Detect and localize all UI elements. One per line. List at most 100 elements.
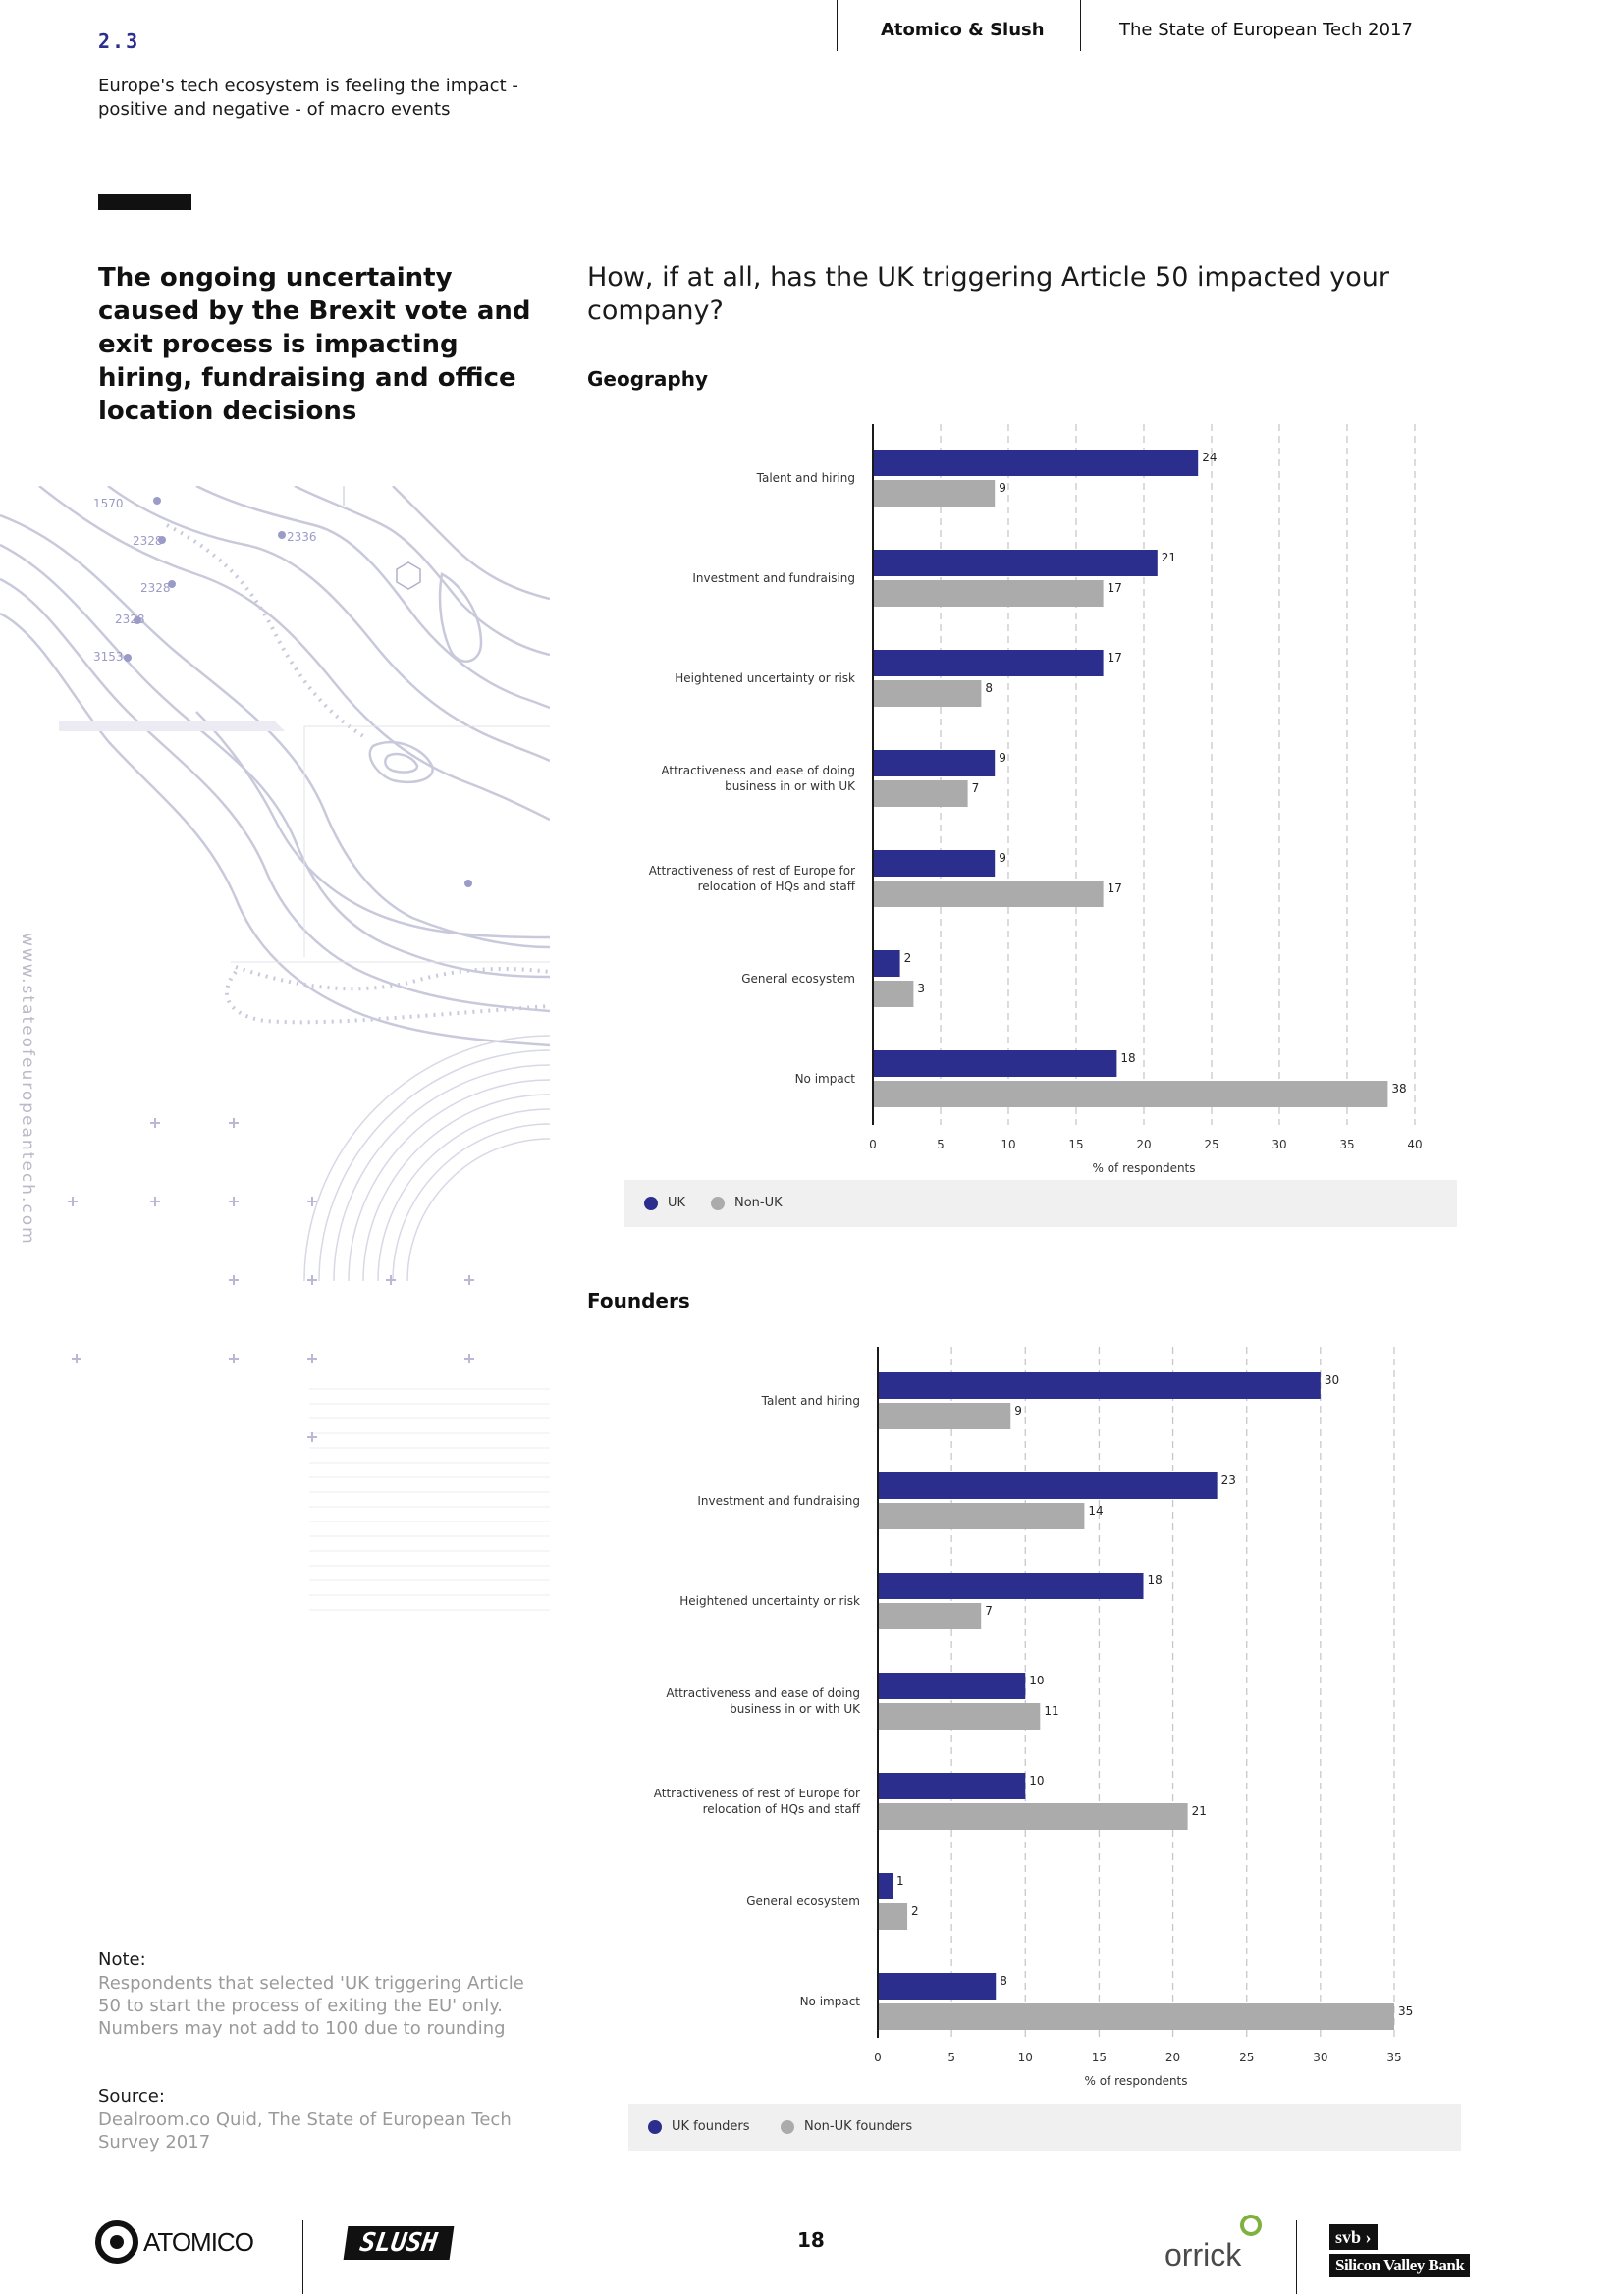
bar — [874, 680, 982, 707]
legend-dot-icon — [644, 1196, 658, 1210]
legend-item-uk: UK — [644, 1196, 685, 1210]
legend-label: Non-UK founders — [804, 2119, 913, 2134]
x-tick-label: 30 — [1272, 1138, 1286, 1151]
bar — [874, 1050, 1117, 1077]
chart-title-founders: Founders — [587, 1289, 690, 1312]
chart-question: How, if at all, has the UK triggering Ar… — [587, 262, 1389, 326]
bar — [874, 450, 1199, 476]
bar — [879, 1803, 1188, 1830]
svb-logo: svb › Silicon Valley Bank — [1329, 2224, 1526, 2283]
bar — [874, 780, 968, 807]
category-label: General ecosystem — [746, 1895, 860, 1908]
bar-value-label: 23 — [1221, 1473, 1236, 1487]
bar — [879, 1403, 1011, 1429]
bar — [879, 1773, 1026, 1799]
bar-value-label: 10 — [1029, 1774, 1044, 1788]
founders-bar-chart: 0 5 10 15 20 25 30 35 % of respondents Talent and… — [654, 1347, 1413, 2088]
bar — [879, 1703, 1041, 1730]
category-label: Talent and hiring — [761, 1394, 860, 1408]
decorative-plus-grid — [68, 1118, 474, 1442]
category-label: Investment and fundraising — [692, 571, 855, 585]
category-label: Attractiveness of rest of Europe for — [654, 1787, 860, 1800]
bar — [874, 480, 996, 507]
bar-value-label: 24 — [1202, 451, 1217, 464]
page-number: 18 — [797, 2228, 825, 2252]
topographic-map-illustration: 1570 2328 2328 2328 3153 2336 — [0, 486, 550, 1611]
section-marker-bar — [98, 194, 191, 210]
legend-item-non-uk: Non-UK — [711, 1196, 783, 1210]
category-label: No impact — [795, 1072, 856, 1086]
svb-wordmark: Silicon Valley Bank — [1329, 2254, 1471, 2277]
category-label: Heightened uncertainty or risk — [675, 671, 855, 685]
category-label: No impact — [800, 1995, 861, 2008]
bar — [879, 1973, 997, 2000]
category-label: Attractiveness and ease of doing — [661, 764, 855, 777]
x-tick-label: 20 — [1165, 2051, 1180, 2064]
category-label: Talent and hiring — [756, 471, 855, 485]
x-tick-label: 40 — [1407, 1138, 1422, 1151]
svg-text:2328: 2328 — [133, 534, 163, 548]
bar-value-label: 9 — [999, 481, 1006, 495]
header-report-title: The State of European Tech 2017 — [1119, 20, 1413, 40]
chart-title-geography: Geography — [587, 367, 708, 391]
orrick-wordmark: orrick — [1164, 2237, 1242, 2272]
bar-value-label: 17 — [1108, 581, 1122, 595]
x-axis-label: % of respondents — [1084, 2074, 1187, 2088]
bar-value-label: 2 — [904, 951, 912, 965]
website-url[interactable]: www.stateofeuropeantech.com — [18, 933, 37, 1246]
category-label: relocation of HQs and staff — [703, 1802, 861, 1816]
bar — [874, 850, 996, 877]
x-tick-label: 35 — [1386, 2051, 1401, 2064]
bar-value-label: 1 — [896, 1874, 904, 1888]
x-tick-label: 10 — [1018, 2051, 1033, 2064]
bar-value-label: 14 — [1088, 1504, 1103, 1518]
bar-value-label: 10 — [1029, 1674, 1044, 1687]
bar — [879, 1573, 1144, 1599]
footer-divider — [1296, 2220, 1297, 2294]
bar-value-label: 17 — [1108, 881, 1122, 895]
svg-text:3153: 3153 — [93, 650, 124, 664]
footer-divider — [302, 2220, 303, 2294]
atomico-mark-icon — [95, 2220, 138, 2264]
section-title: Europe's tech ecosystem is feeling the i… — [98, 76, 518, 120]
atomico-logo: ATOMICO — [94, 2220, 261, 2264]
category-label: Investment and fundraising — [697, 1494, 860, 1508]
bar-value-label: 18 — [1120, 1051, 1135, 1065]
page-headline: The ongoing uncertainty caused by the Br… — [98, 263, 531, 426]
orrick-ring-icon — [1240, 2215, 1262, 2236]
x-tick-label: 20 — [1136, 1138, 1151, 1151]
x-tick-label: 15 — [1068, 1138, 1083, 1151]
bar-value-label: 3 — [917, 982, 925, 995]
svg-text:1570: 1570 — [93, 497, 124, 510]
x-tick-label: 15 — [1092, 2051, 1107, 2064]
bar-value-label: 38 — [1391, 1082, 1406, 1095]
x-tick-label: 5 — [937, 1138, 945, 1151]
legend-item-uk-founders: UK founders — [648, 2119, 750, 2134]
category-label: Attractiveness and ease of doing — [666, 1686, 860, 1700]
legend-label: UK — [668, 1196, 686, 1210]
bar — [879, 2003, 1394, 2030]
bar-value-label: 30 — [1325, 1373, 1339, 1387]
x-tick-label: 25 — [1239, 2051, 1254, 2064]
legend-dot-icon — [781, 2119, 794, 2134]
x-tick-label: 10 — [1001, 1138, 1015, 1151]
founders-legend: UK founders Non-UK founders — [628, 2104, 1461, 2151]
svg-text:2328: 2328 — [115, 613, 145, 626]
bar-value-label: 7 — [972, 781, 980, 795]
bar-value-label: 9 — [999, 851, 1006, 865]
bar-value-label: 2 — [911, 1904, 919, 1918]
bar-value-label: 21 — [1162, 551, 1176, 564]
bar — [874, 650, 1104, 676]
bar — [874, 950, 900, 977]
legend-dot-icon — [711, 1196, 725, 1210]
bar — [874, 1081, 1388, 1107]
bar — [879, 1372, 1321, 1399]
category-label: Attractiveness of rest of Europe for — [649, 864, 855, 878]
source-heading: Source: — [98, 2086, 165, 2107]
geography-bar-chart: 0 5 10 15 20 25 30 35 40 % of respondents Talent a… — [649, 424, 1423, 1175]
bar — [874, 881, 1104, 907]
bar — [874, 580, 1104, 607]
category-label: relocation of HQs and staff — [698, 880, 856, 893]
bar — [874, 550, 1158, 576]
x-tick-label: 5 — [947, 2051, 955, 2064]
